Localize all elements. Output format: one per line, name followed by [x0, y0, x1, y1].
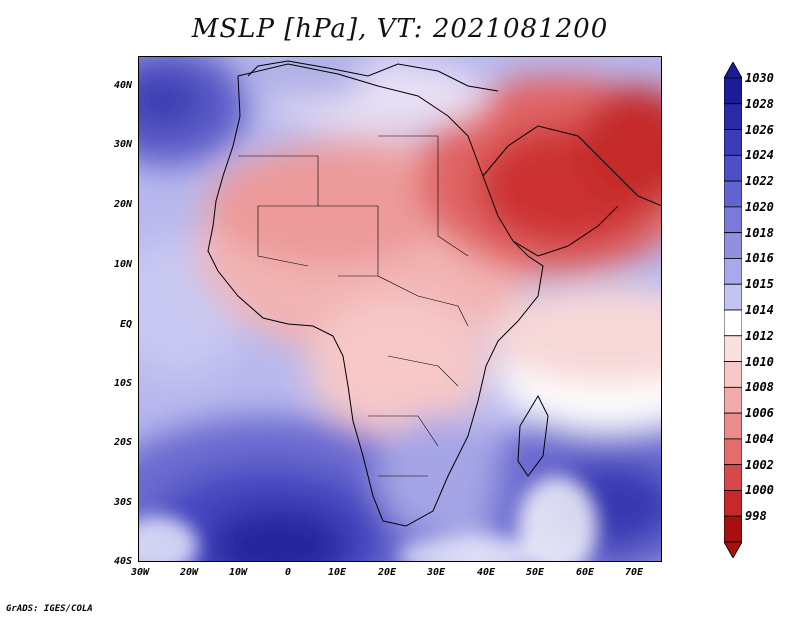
lon-label-10w: 10W	[228, 567, 248, 578]
lon-label-70e: 70E	[624, 567, 644, 578]
lon-label-60e: 60E	[575, 567, 595, 578]
colorbar-cell-10	[724, 335, 742, 362]
colorbar-cell-8	[724, 283, 742, 311]
borders	[238, 135, 469, 477]
pressure-field	[138, 56, 662, 562]
colorbar-cell-3	[724, 154, 742, 182]
lat-label-20s: 20S	[113, 437, 132, 448]
lon-label-40e: 40E	[476, 567, 496, 578]
field-details	[138, 476, 598, 562]
colorbar-cell-15	[724, 464, 742, 491]
map-title: MSLP [hPa], VT: 2021081200	[191, 14, 609, 44]
colorbar-cell-9	[724, 309, 742, 337]
lon-label-20e: 20E	[377, 567, 397, 578]
colorbar-label-1024: 1024	[745, 148, 774, 163]
lon-label-0: 0	[284, 567, 292, 578]
colorbar-cell-2	[724, 129, 742, 156]
pressure-map	[138, 56, 662, 562]
colorbar-cell-4	[724, 180, 742, 208]
colorbar-label-1006: 1006	[745, 406, 774, 421]
colorbar-cells	[724, 62, 742, 558]
lat-label-30s: 30S	[113, 497, 132, 508]
lat-label-10s: 10S	[113, 378, 132, 389]
colorbar-cell-12	[724, 386, 742, 414]
lon-label-30w: 30W	[130, 567, 150, 578]
lat-label-40n: 40N	[113, 80, 132, 91]
colorbar-cell-16	[724, 490, 742, 517]
colorbar-label-1012: 1012	[745, 328, 774, 343]
lon-label-50e: 50E	[525, 567, 545, 578]
colorbar-label-1000: 1000	[745, 483, 774, 498]
lat-label-40s: 40S	[113, 556, 132, 567]
colorbar-cell-7	[724, 258, 742, 285]
field-blobs	[138, 56, 662, 562]
colorbar-label-1004: 1004	[745, 431, 774, 446]
africa-coast	[207, 63, 544, 527]
colorbar-label-1008: 1008	[745, 380, 774, 395]
lat-label-30n: 30N	[113, 139, 132, 150]
lat-label-10n: 10N	[113, 259, 132, 270]
colorbar-label-1014: 1014	[745, 303, 774, 317]
lon-label-20w: 20W	[179, 567, 199, 578]
colorbar-label-1016: 1016	[745, 251, 774, 266]
colorbar-label-1020: 1020	[745, 199, 774, 214]
colorbar-cell-14	[724, 438, 742, 466]
colorbar-bottom-triangle	[724, 541, 742, 558]
colorbar-top-triangle	[724, 62, 742, 79]
colorbar-cell-6	[724, 232, 742, 259]
colorbar-cell-11	[724, 361, 742, 388]
colorbar-label-998: 998	[745, 509, 767, 524]
coastlines	[207, 60, 662, 527]
colorbar-cell-1	[724, 103, 742, 130]
lat-label-eq: EQ	[119, 319, 132, 330]
madagascar-coast	[517, 394, 549, 477]
colorbar-cell-17	[724, 515, 742, 543]
credit-text: GrADS: IGES/COLA	[6, 604, 93, 614]
arabia-coast	[482, 125, 662, 257]
colorbar-label-1026: 1026	[745, 122, 774, 137]
colorbar	[724, 62, 742, 558]
colorbar-label-1028: 1028	[745, 96, 774, 111]
lat-label-20n: 20N	[113, 199, 132, 210]
colorbar-label-1022: 1022	[745, 174, 774, 189]
colorbar-label-1030: 1030	[745, 71, 774, 85]
colorbar-cell-0	[724, 77, 742, 105]
colorbar-label-1010: 1010	[745, 354, 774, 369]
colorbar-cell-5	[724, 206, 742, 234]
colorbar-cell-13	[724, 412, 742, 440]
lon-label-30e: 30E	[426, 567, 446, 578]
colorbar-label-1002: 1002	[745, 457, 774, 472]
colorbar-label-1018: 1018	[745, 225, 774, 240]
lon-label-10e: 10E	[327, 567, 347, 578]
europe-coast	[247, 60, 499, 92]
colorbar-label-1015: 1015	[745, 277, 774, 292]
